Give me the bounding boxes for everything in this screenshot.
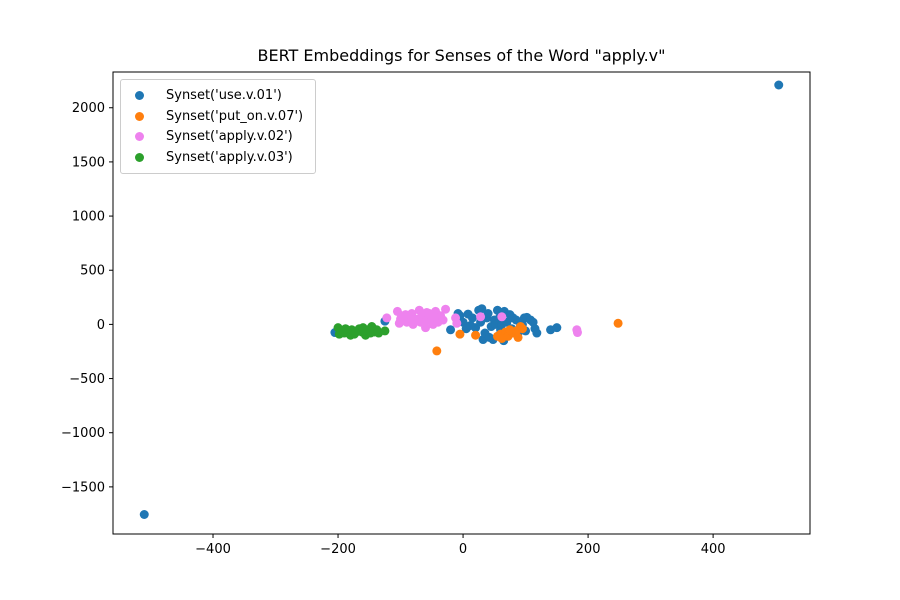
legend-label-put-on-v07: Synset('put_on.v.07') xyxy=(166,108,304,124)
scatter-point-series-2-34 xyxy=(429,312,439,322)
scatter-point-series-0-22 xyxy=(492,305,502,315)
legend-marker-apply-v03 xyxy=(135,152,144,162)
y-tick-label: 0 xyxy=(97,318,105,333)
legend: Synset('use.v.01') Synset('put_on.v.07')… xyxy=(120,79,316,174)
scatter-point-series-2-29 xyxy=(572,328,582,338)
y-tick-label: 1000 xyxy=(72,210,105,225)
scatter-point-series-2-23 xyxy=(441,304,451,314)
scatter-point-series-0-1 xyxy=(139,510,149,519)
scatter-point-series-0-4 xyxy=(446,325,456,335)
scatter-point-series-2-31 xyxy=(401,310,411,320)
scatter-point-series-3-21 xyxy=(351,328,361,338)
y-tick-label: 500 xyxy=(80,264,105,279)
scatter-point-series-0-46 xyxy=(484,332,494,342)
x-tick-label: −400 xyxy=(195,542,231,557)
scatter-point-series-0-42 xyxy=(552,323,562,333)
legend-marker-use-v01 xyxy=(135,90,144,100)
scatter-point-series-2-26 xyxy=(476,312,486,322)
scatter-point-series-2-0 xyxy=(382,313,392,323)
scatter-point-series-1-2 xyxy=(455,329,465,339)
scatter-point-series-2-25 xyxy=(452,318,462,328)
y-axis: −1500 −1000 −500 0 500 1000 1500 2000 xyxy=(61,101,113,495)
plot-frame xyxy=(112,71,811,535)
legend-label-apply-v02: Synset('apply.v.02') xyxy=(166,129,293,145)
y-tick-label: −1500 xyxy=(61,480,105,495)
scatter-point-series-1-0 xyxy=(613,318,623,328)
legend-item-apply-v02: Synset('apply.v.02') xyxy=(121,126,315,147)
chart-title: BERT Embeddings for Senses of the Word "… xyxy=(257,46,666,65)
legend-label-use-v01: Synset('use.v.01') xyxy=(166,87,282,103)
scatter-point-series-0-17 xyxy=(483,309,493,319)
legend-marker-put-on-v07 xyxy=(135,111,144,121)
legend-label-apply-v03: Synset('apply.v.03') xyxy=(166,149,293,165)
scatter-point-series-2-22 xyxy=(438,315,448,325)
points-layer xyxy=(139,80,784,519)
x-tick-label: −200 xyxy=(320,542,356,557)
scatter-point-series-0-47 xyxy=(466,320,476,330)
legend-marker-apply-v02 xyxy=(135,132,144,142)
scatter-point-series-2-33 xyxy=(422,307,432,317)
scatter-point-series-1-14 xyxy=(505,325,515,335)
scatter-point-series-2-27 xyxy=(497,312,507,322)
x-tick-label: 0 xyxy=(459,542,467,557)
x-tick-label: 400 xyxy=(701,542,726,557)
scatter-point-series-3-19 xyxy=(380,326,390,336)
scatter-point-series-0-40 xyxy=(532,328,542,338)
scatter-point-series-3-20 xyxy=(341,324,351,334)
scatter-point-series-1-1 xyxy=(432,346,442,356)
scatter-point-series-1-10 xyxy=(513,332,523,342)
y-tick-label: −500 xyxy=(69,372,105,387)
scatter-point-series-0-13 xyxy=(477,304,487,314)
y-tick-label: 2000 xyxy=(72,101,105,116)
scatter-point-series-0-0 xyxy=(774,80,784,90)
legend-item-use-v01: Synset('use.v.01') xyxy=(121,85,315,106)
legend-item-apply-v03: Synset('apply.v.03') xyxy=(121,147,315,168)
y-tick-label: −1000 xyxy=(61,426,105,441)
x-axis: −400 −200 0 200 400 xyxy=(195,534,726,557)
legend-item-put-on-v07: Synset('put_on.v.07') xyxy=(121,106,315,127)
x-tick-label: 200 xyxy=(576,542,601,557)
scatter-point-series-3-23 xyxy=(364,324,374,334)
scatter-point-series-2-32 xyxy=(416,317,426,327)
y-tick-label: 1500 xyxy=(72,155,105,170)
scatter-point-series-1-13 xyxy=(497,333,507,343)
scatter-point-series-1-12 xyxy=(517,324,527,334)
scatter-point-series-0-9 xyxy=(467,313,477,323)
scatter-point-series-1-3 xyxy=(471,330,481,340)
